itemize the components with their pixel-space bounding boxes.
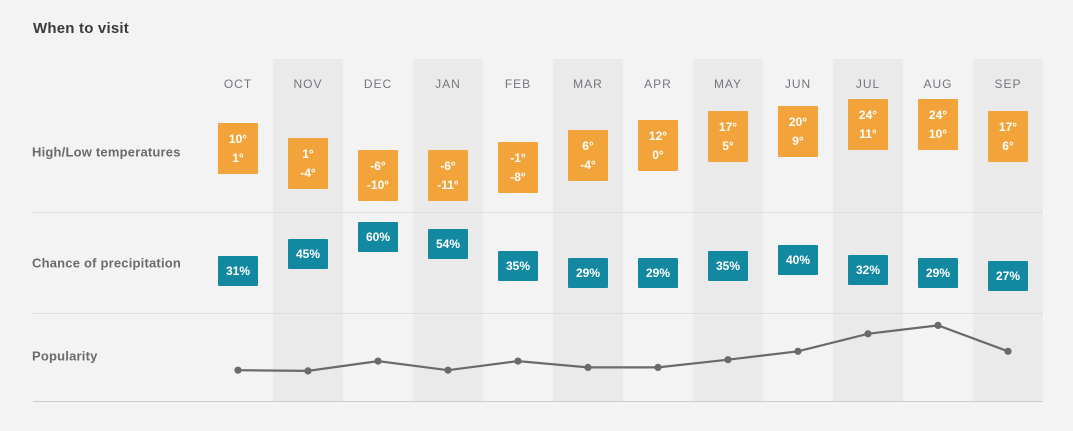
low-temp-value: 5° bbox=[722, 139, 734, 153]
high-temp-value: 1° bbox=[302, 147, 314, 161]
low-temp-value: 9° bbox=[792, 134, 804, 148]
precip-box-mar: 29% bbox=[568, 258, 608, 288]
high-temp-value: 17° bbox=[718, 120, 738, 134]
row-separator bbox=[33, 212, 1043, 213]
precip-box-nov: 45% bbox=[288, 239, 328, 269]
temp-box-apr: 12° 0° bbox=[638, 120, 678, 171]
month-label-nov: NOV bbox=[293, 77, 323, 91]
temp-box-jan: -6° -11° bbox=[428, 150, 468, 201]
high-temp-value: -6° bbox=[440, 159, 456, 173]
temp-box-nov: 1° -4° bbox=[288, 138, 328, 189]
temp-box-dec: -6° -10° bbox=[358, 150, 398, 201]
low-temp-value: 6° bbox=[1002, 139, 1014, 153]
month-label-mar: MAR bbox=[573, 77, 603, 91]
month-label-apr: APR bbox=[644, 77, 672, 91]
high-temp-value: -1° bbox=[510, 151, 526, 165]
high-temp-value: -6° bbox=[370, 159, 386, 173]
row-separator bbox=[33, 313, 1043, 314]
row-label-precipitation: Chance of precipitation bbox=[32, 255, 182, 271]
low-temp-value: 11° bbox=[859, 127, 877, 141]
low-temp-value: -4° bbox=[580, 158, 596, 172]
row-label-popularity: Popularity bbox=[32, 348, 98, 364]
precip-box-aug: 29% bbox=[918, 258, 958, 288]
low-temp-value: 0° bbox=[652, 148, 664, 162]
high-temp-value: 17° bbox=[998, 120, 1018, 134]
month-label-oct: OCT bbox=[223, 77, 253, 91]
month-label-aug: AUG bbox=[923, 77, 953, 91]
month-label-dec: DEC bbox=[363, 77, 393, 91]
temp-box-feb: -1° -8° bbox=[498, 142, 538, 193]
low-temp-value: 10° bbox=[928, 127, 948, 141]
temp-box-jul: 24° 11° bbox=[848, 99, 888, 150]
month-label-may: MAY bbox=[713, 77, 743, 91]
month-column-feb[interactable] bbox=[483, 59, 553, 401]
precip-box-jan: 54% bbox=[428, 229, 468, 259]
temp-box-may: 17° 5° bbox=[708, 111, 748, 162]
widget-title: When to visit bbox=[33, 20, 129, 37]
high-temp-value: 12° bbox=[648, 129, 668, 143]
month-column-nov[interactable] bbox=[273, 59, 343, 401]
row-label-temperatures: High/Low temperatures bbox=[32, 144, 181, 160]
month-label-feb: FEB bbox=[504, 77, 532, 91]
temp-box-mar: 6° -4° bbox=[568, 130, 608, 181]
month-column-apr[interactable] bbox=[623, 59, 693, 401]
precip-box-feb: 35% bbox=[498, 251, 538, 281]
high-temp-value: 6° bbox=[582, 139, 594, 153]
precip-box-jun: 40% bbox=[778, 245, 818, 275]
high-temp-value: 20° bbox=[788, 115, 808, 129]
precip-box-apr: 29% bbox=[638, 258, 678, 288]
month-label-jul: JUL bbox=[855, 77, 881, 91]
month-column-mar[interactable] bbox=[553, 59, 623, 401]
month-label-sep: SEP bbox=[994, 77, 1022, 91]
temp-box-sep: 17° 6° bbox=[988, 111, 1028, 162]
low-temp-value: -10° bbox=[366, 178, 390, 192]
precip-box-oct: 31% bbox=[218, 256, 258, 286]
month-column-oct[interactable] bbox=[203, 59, 273, 401]
precip-box-sep: 27% bbox=[988, 261, 1028, 291]
precip-box-dec: 60% bbox=[358, 222, 398, 252]
temp-box-jun: 20° 9° bbox=[778, 106, 818, 157]
precip-box-may: 35% bbox=[708, 251, 748, 281]
precip-box-jul: 32% bbox=[848, 255, 888, 285]
high-temp-value: 10° bbox=[228, 132, 248, 146]
low-temp-value: -8° bbox=[510, 170, 526, 184]
month-label-jan: JAN bbox=[435, 77, 461, 91]
month-label-jun: JUN bbox=[784, 77, 812, 91]
low-temp-value: -11° bbox=[437, 178, 459, 192]
temp-box-oct: 10° 1° bbox=[218, 123, 258, 174]
widget-bottom-border bbox=[33, 401, 1043, 402]
temp-box-aug: 24° 10° bbox=[918, 99, 958, 150]
high-temp-value: 24° bbox=[858, 108, 878, 122]
low-temp-value: -4° bbox=[300, 166, 316, 180]
low-temp-value: 1° bbox=[232, 151, 244, 165]
high-temp-value: 24° bbox=[928, 108, 948, 122]
